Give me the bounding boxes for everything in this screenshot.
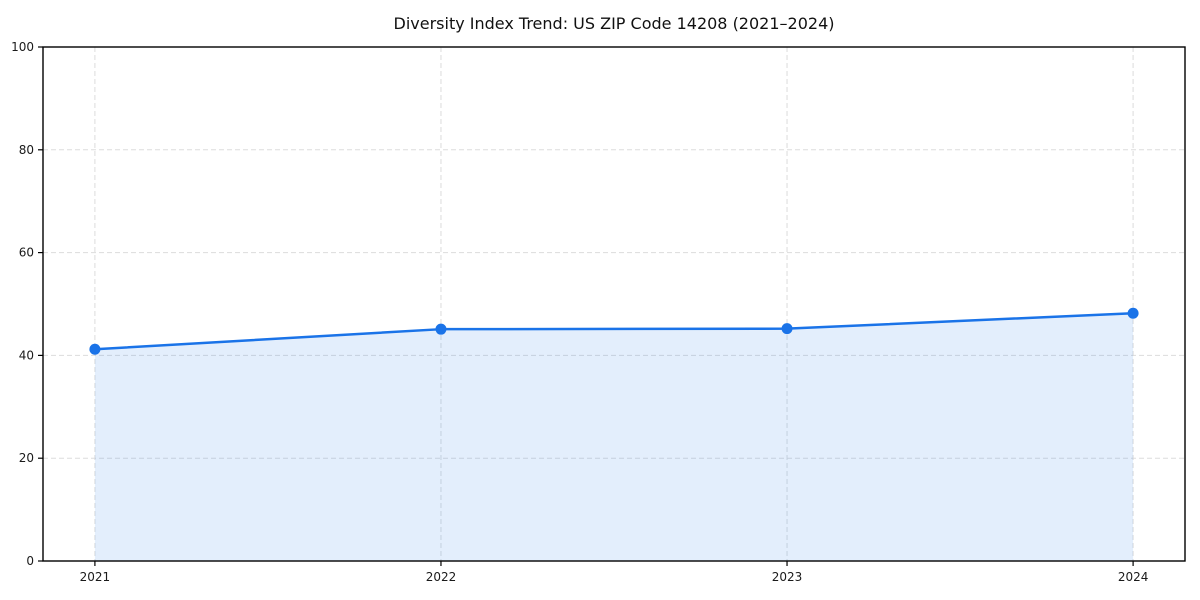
chart-title: Diversity Index Trend: US ZIP Code 14208…: [394, 14, 835, 33]
y-tick-label: 20: [19, 451, 34, 465]
line-layer: [89, 307, 1139, 355]
y-tick-label: 80: [19, 143, 34, 157]
y-tick-label: 60: [19, 246, 34, 260]
x-tick-label: 2021: [80, 570, 111, 584]
area-layer: [94, 313, 1134, 561]
area-fill: [94, 313, 1134, 561]
data-point-2024: [1127, 307, 1139, 319]
trend-line: [93, 312, 1135, 351]
x-tick-label: 2022: [426, 570, 457, 584]
data-point-2021: [89, 343, 101, 355]
y-tick-label: 40: [19, 348, 34, 362]
plot-spines: [42, 46, 1186, 562]
data-point-2023: [781, 323, 793, 335]
y-tick-label: 0: [26, 554, 34, 568]
x-tick-label: 2024: [1118, 570, 1149, 584]
data-point-2022: [435, 323, 447, 335]
y-tick-label: 100: [11, 40, 34, 54]
x-tick-label: 2023: [772, 570, 803, 584]
axis-layer: 0 20 40 60 80 100 2021 2022 2023 2024: [11, 40, 1186, 584]
